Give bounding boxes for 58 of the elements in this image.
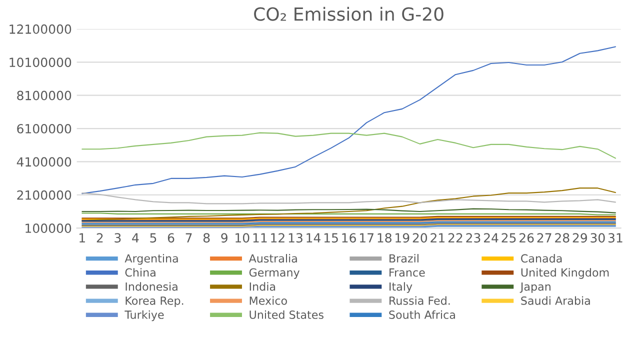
- x-tick-label: 8: [203, 233, 210, 243]
- x-tick-label: 13: [288, 233, 302, 243]
- x-tick-label: 23: [466, 233, 480, 243]
- x-tick-label: 3: [114, 233, 121, 243]
- y-tick-label: 4100000: [16, 157, 72, 167]
- legend-label: Korea Rep.: [126, 296, 184, 307]
- x-tick-label: 20: [412, 233, 428, 243]
- x-tick-label: 7: [186, 233, 192, 242]
- x-tick-label: 2: [96, 233, 103, 242]
- legend-label: Italy: [390, 282, 412, 293]
- x-tick-label: 28: [555, 233, 570, 243]
- legend-label: India: [250, 282, 276, 291]
- legend-label: United States: [250, 310, 324, 319]
- x-tick-label: 25: [502, 233, 516, 243]
- legend-label: Canada: [521, 254, 562, 263]
- legend-label: China: [125, 268, 156, 277]
- x-tick-label: 18: [378, 233, 392, 243]
- x-tick-label: 9: [221, 233, 228, 243]
- x-tick-label: 6: [168, 233, 174, 243]
- x-tick-label: 1: [80, 233, 85, 242]
- x-tick-label: 14: [306, 233, 320, 242]
- y-tick-label: 12100000: [10, 24, 72, 34]
- legend-label: South Africa: [389, 310, 455, 319]
- chart-title: CO₂ Emission in G-20: [254, 6, 444, 21]
- x-tick-label: 30: [590, 233, 605, 243]
- x-tick-label: 16: [342, 233, 356, 243]
- y-tick-label: 6100000: [17, 124, 72, 134]
- x-tick-label: 27: [537, 233, 552, 242]
- legend-label: Australia: [248, 254, 297, 263]
- legend-label: Germany: [249, 268, 300, 279]
- x-tick-label: 19: [396, 233, 410, 243]
- x-tick-label: 21: [430, 233, 444, 242]
- y-tick-label: 10100000: [10, 58, 72, 68]
- x-tick-label: 15: [324, 233, 338, 243]
- x-tick-label: 11: [253, 233, 267, 242]
- x-tick-label: 10: [236, 233, 250, 243]
- legend-label: Russia Fed.: [390, 296, 450, 305]
- legend-label: France: [390, 268, 425, 277]
- legend-label: Brazil: [390, 254, 418, 263]
- x-tick-label: 17: [360, 233, 374, 242]
- x-tick-label: 29: [572, 233, 587, 243]
- x-tick-label: 5: [150, 233, 156, 243]
- x-tick-label: 12: [271, 233, 284, 242]
- x-tick-label: 24: [484, 233, 498, 242]
- legend-label: Japan: [520, 282, 550, 293]
- x-tick-label: 26: [520, 233, 534, 243]
- legend-label: Turkiye: [124, 310, 164, 322]
- x-tick-label: 22: [448, 233, 462, 242]
- legend-label: Argentina: [124, 254, 178, 265]
- legend-label: Indonesia: [126, 282, 178, 291]
- x-tick-label: 31: [608, 233, 622, 243]
- y-tick-label: 100000: [26, 224, 72, 233]
- x-tick-label: 4: [132, 233, 139, 242]
- y-tick-label: 8100000: [17, 90, 72, 100]
- y-tick-label: 2100000: [17, 190, 72, 200]
- legend-label: United Kingdom: [521, 268, 609, 279]
- legend-label: Saudi Arabia: [521, 296, 590, 305]
- legend-label: Mexico: [250, 296, 287, 305]
